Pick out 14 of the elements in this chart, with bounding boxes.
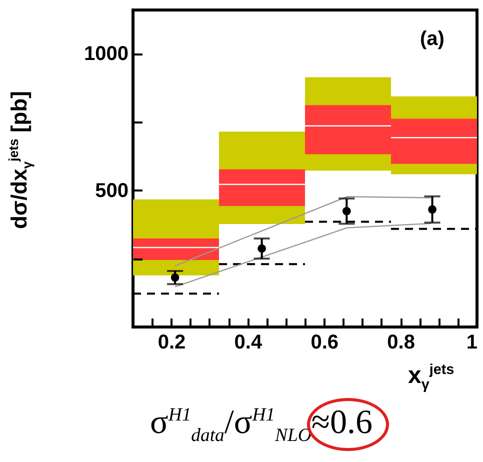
point xyxy=(428,205,436,214)
x-tick-label: 1 xyxy=(466,332,478,354)
bar xyxy=(133,238,219,260)
y-tick-label: 1000 xyxy=(84,43,128,66)
point xyxy=(258,244,266,253)
x-tick-label: 0.6 xyxy=(310,332,339,354)
y-tick-label: 500 xyxy=(95,180,128,202)
point xyxy=(170,273,180,282)
x-tick-label: 0.2 xyxy=(158,332,186,354)
point xyxy=(342,206,351,216)
x-tick-label: 0.8 xyxy=(387,332,415,354)
annotation: (a) xyxy=(420,28,444,51)
x-tick-label: 0.4 xyxy=(234,332,263,354)
bar xyxy=(219,169,305,206)
